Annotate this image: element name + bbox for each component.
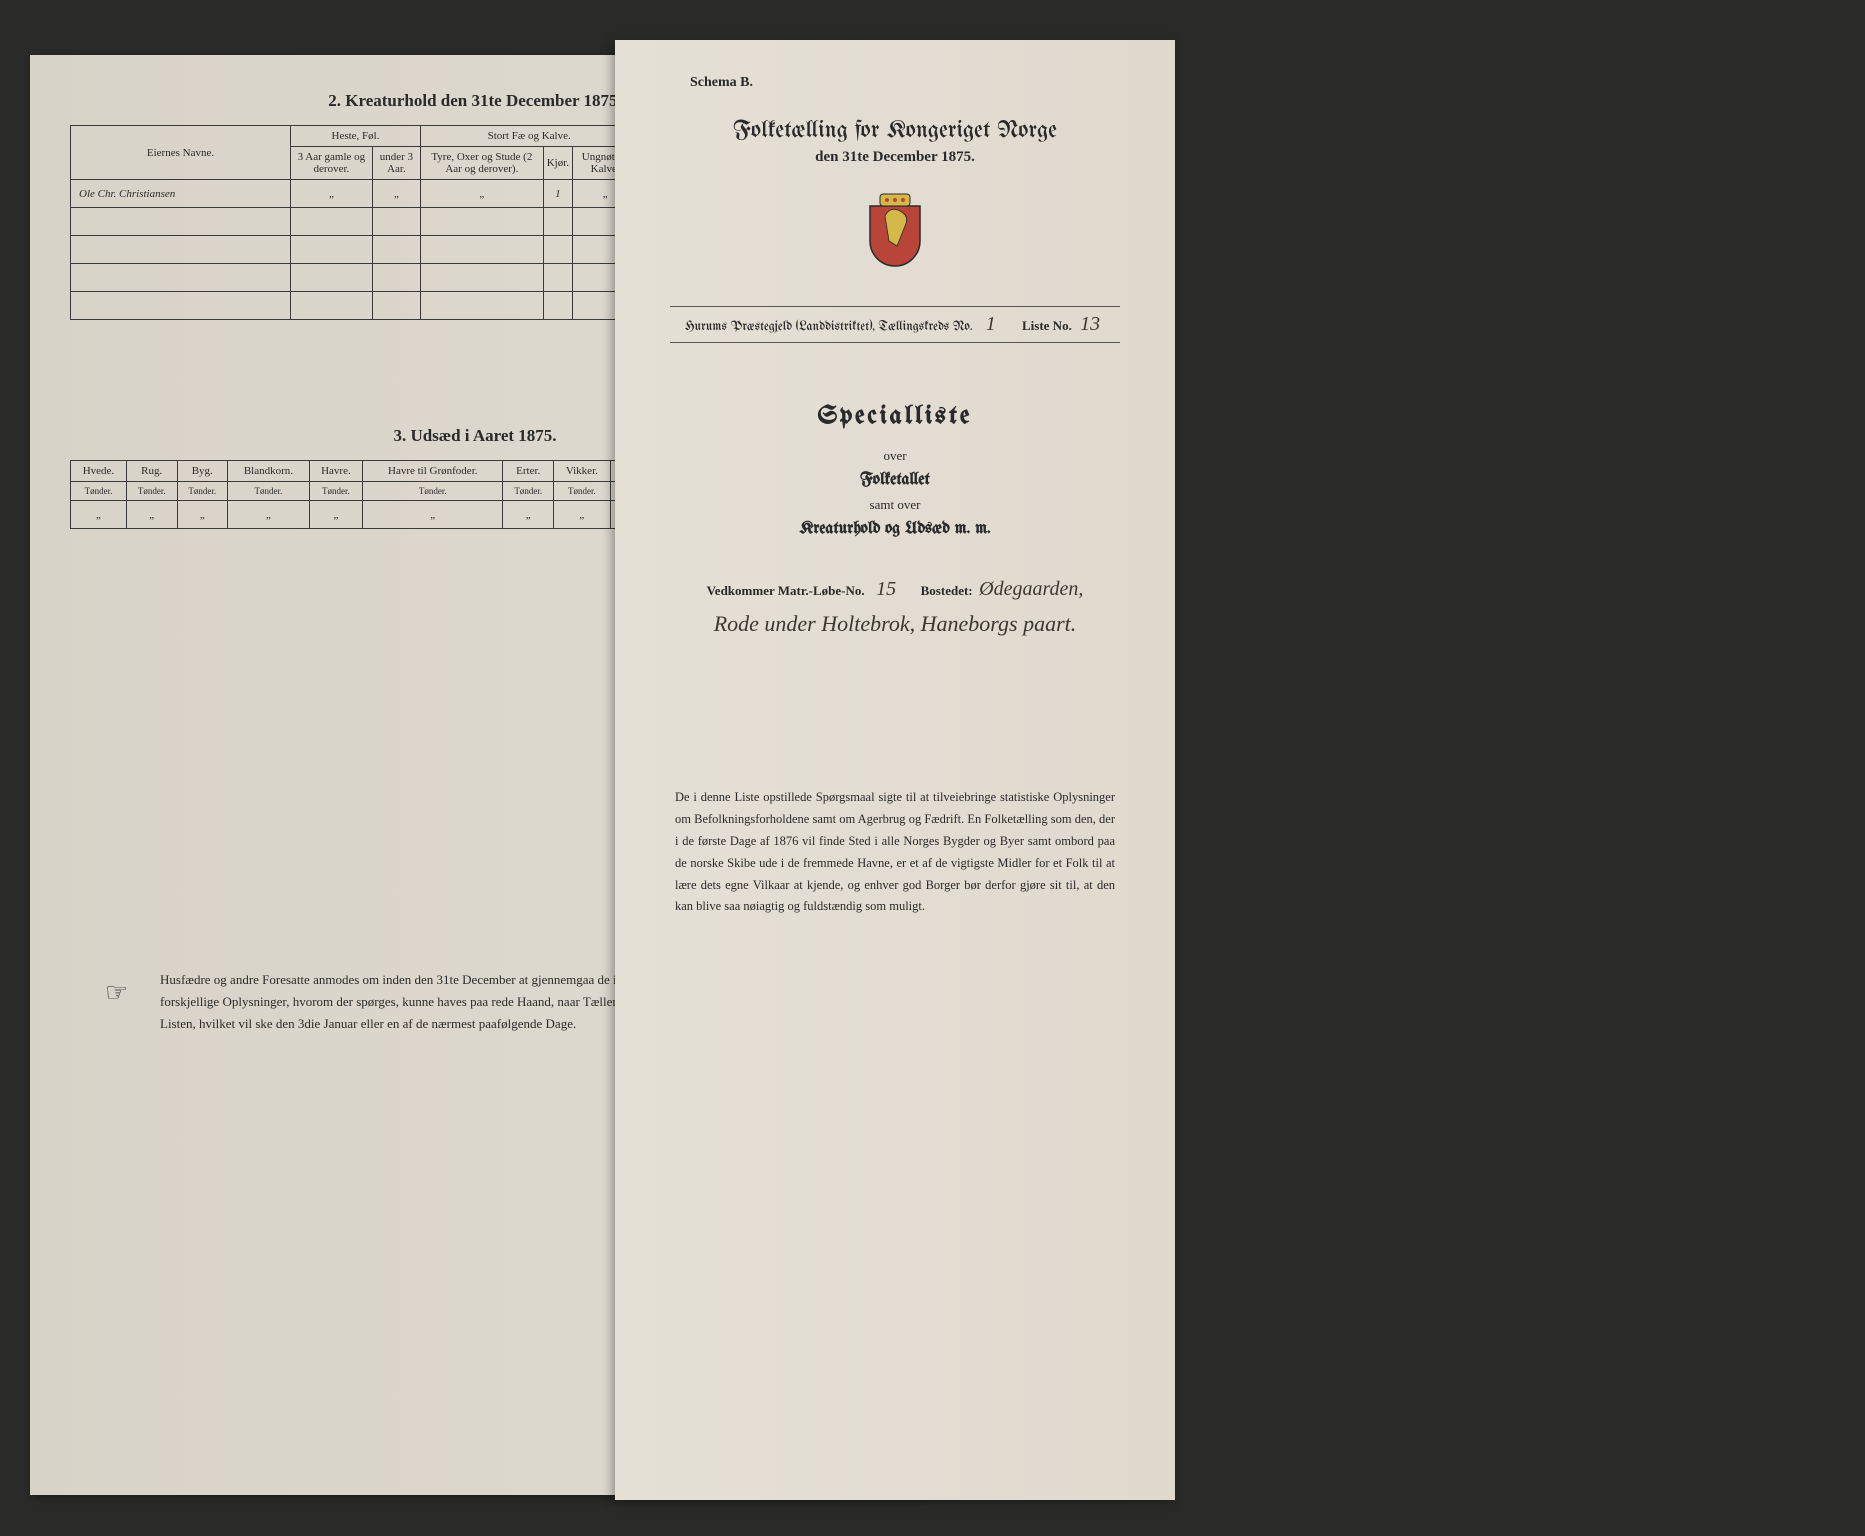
col-header: Vikker. — [553, 461, 610, 482]
table-cell — [291, 236, 373, 264]
table-cell: „ — [372, 180, 420, 208]
col-header: Hvede. — [71, 461, 127, 482]
col-unit: Tønder. — [309, 482, 362, 501]
table-cell: „ — [126, 501, 177, 529]
col-stort-b: Kjør. — [543, 147, 572, 180]
col-stort-group: Stort Fæ og Kalve. — [421, 126, 638, 147]
col-heste-group: Heste, Føl. — [291, 126, 421, 147]
col-header: Byg. — [177, 461, 228, 482]
col-eiernes: Eiernes Navne. — [71, 126, 291, 180]
right-footnote: De i denne Liste opstillede Spørgsmaal s… — [660, 787, 1130, 918]
col-header: Havre. — [309, 461, 362, 482]
table-cell: 1 — [543, 180, 572, 208]
col-header: Havre til Grønfoder. — [363, 461, 503, 482]
table-cell — [291, 292, 373, 320]
kreatur-label: Kreaturhold og Udsæd m. m. — [660, 521, 1130, 538]
col-header: Rug. — [126, 461, 177, 482]
samt-label: samt over — [660, 497, 1130, 513]
col-stort-a: Tyre, Oxer og Stude (2 Aar og derover). — [421, 147, 544, 180]
table-cell — [71, 208, 291, 236]
table-cell — [372, 292, 420, 320]
table-cell: „ — [71, 501, 127, 529]
schema-label: Schema B. — [660, 75, 1130, 91]
specialliste-title: Specialliste — [660, 403, 1130, 430]
liste-label: Liste No. — [1022, 318, 1072, 333]
bostedet-label: Bostedet: — [921, 583, 973, 598]
table-cell — [291, 208, 373, 236]
right-page: Schema B. Folketælling for Kongeriget No… — [615, 40, 1175, 1500]
col-unit: Tønder. — [363, 482, 503, 501]
col-unit: Tønder. — [553, 482, 610, 501]
table-cell: „ — [291, 180, 373, 208]
pointing-hand-icon: ☞ — [105, 971, 128, 1015]
table-cell: „ — [553, 501, 610, 529]
table-cell — [421, 264, 544, 292]
table-cell: „ — [421, 180, 544, 208]
table-cell — [421, 208, 544, 236]
table-cell — [543, 236, 572, 264]
table-cell: „ — [177, 501, 228, 529]
table-cell — [372, 264, 420, 292]
col-header: Erter. — [503, 461, 554, 482]
census-subtitle: den 31te December 1875. — [660, 149, 1130, 166]
district-no: 1 — [976, 313, 1006, 336]
coat-of-arms-icon — [660, 186, 1130, 281]
table-cell — [421, 236, 544, 264]
table-cell — [291, 264, 373, 292]
col-heste-a: 3 Aar gamle og derover. — [291, 147, 373, 180]
table-cell — [71, 236, 291, 264]
liste-no: 13 — [1075, 313, 1105, 336]
bostedet-line2: Rode under Holtebrok, Haneborgs paart. — [714, 611, 1077, 637]
table-cell: „ — [363, 501, 503, 529]
table-cell — [372, 236, 420, 264]
bostedet-value: Ødegaarden, — [979, 578, 1083, 601]
district-line: Hurums Præstegjeld (Landdistriktet), Tæl… — [670, 306, 1120, 343]
col-unit: Tønder. — [177, 482, 228, 501]
table-cell: „ — [503, 501, 554, 529]
table-cell — [372, 208, 420, 236]
table-cell — [543, 292, 572, 320]
matr-line: Vedkommer Matr.-Løbe-No. 15 Bostedet: Ød… — [660, 578, 1130, 601]
folketallet-label: Folketallet — [660, 472, 1130, 489]
col-unit: Tønder. — [228, 482, 310, 501]
census-title: Folketælling for Kongeriget Norge — [660, 119, 1130, 144]
table-cell — [543, 264, 572, 292]
table-cell: Ole Chr. Christiansen — [71, 180, 291, 208]
matr-label: Vedkommer Matr.-Løbe-No. — [707, 583, 865, 598]
district-pre: Hurums Præstegjeld (Landdistriktet), Tæl… — [685, 321, 973, 334]
table-cell — [71, 264, 291, 292]
col-header: Blandkorn. — [228, 461, 310, 482]
col-unit: Tønder. — [126, 482, 177, 501]
table-cell: „ — [309, 501, 362, 529]
table-cell: „ — [228, 501, 310, 529]
table-cell — [421, 292, 544, 320]
over-label: over — [660, 448, 1130, 464]
col-heste-b: under 3 Aar. — [372, 147, 420, 180]
table-cell — [543, 208, 572, 236]
col-unit: Tønder. — [71, 482, 127, 501]
table-cell — [71, 292, 291, 320]
matr-no: 15 — [871, 578, 901, 601]
col-unit: Tønder. — [503, 482, 554, 501]
